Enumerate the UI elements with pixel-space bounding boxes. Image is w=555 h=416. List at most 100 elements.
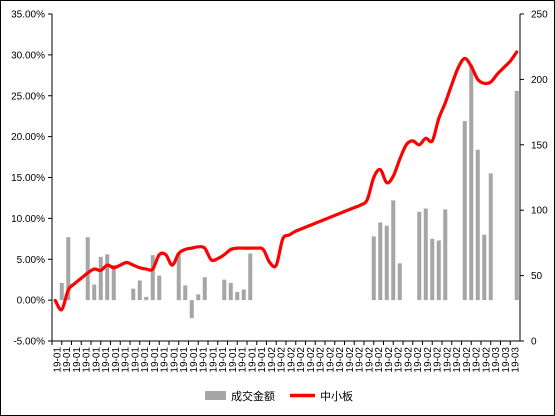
legend-label-smeboard: 中小板 bbox=[320, 389, 353, 403]
bar-59 bbox=[436, 240, 441, 301]
bar-53 bbox=[397, 263, 402, 301]
bar-8 bbox=[105, 254, 110, 301]
x-tick-label-11: 19-01 bbox=[160, 347, 171, 373]
x-tick-label-29: 19-02 bbox=[335, 347, 346, 373]
bar-57 bbox=[423, 208, 428, 301]
x-tick-label-7: 19-01 bbox=[121, 347, 132, 373]
bar-21 bbox=[189, 300, 194, 319]
right-tick-label-0: 0 bbox=[531, 337, 537, 348]
x-tick-label-14: 19-01 bbox=[189, 347, 200, 373]
x-tick-label-19: 19-01 bbox=[238, 347, 249, 373]
x-tick-label-4: 19-01 bbox=[91, 347, 102, 373]
bar-23 bbox=[202, 277, 207, 301]
x-tick-label-8: 19-01 bbox=[130, 347, 141, 373]
right-tick-label-5: 250 bbox=[531, 10, 548, 21]
x-tick-label-37: 19-02 bbox=[413, 347, 424, 373]
x-tick-label-34: 19-02 bbox=[384, 347, 395, 373]
bar-51 bbox=[384, 225, 389, 301]
bar-series-volume bbox=[59, 64, 519, 319]
x-tick-label-47: 19-03 bbox=[511, 347, 522, 373]
left-tick-label-8: 35.00% bbox=[11, 10, 45, 21]
x-tick-label-36: 19-02 bbox=[403, 347, 414, 373]
legend-swatch-volume bbox=[205, 391, 226, 400]
bar-14 bbox=[144, 296, 149, 301]
x-tick-label-22: 19-02 bbox=[267, 347, 278, 373]
x-tick-label-2: 19-01 bbox=[72, 347, 83, 373]
bar-50 bbox=[378, 222, 383, 301]
x-tick-label-10: 19-01 bbox=[150, 347, 161, 373]
left-tick-label-0: -5.00% bbox=[13, 337, 45, 348]
bar-7 bbox=[98, 256, 103, 301]
x-tick-label-13: 19-01 bbox=[179, 347, 190, 373]
bar-52 bbox=[391, 200, 396, 301]
x-tick-label-25: 19-02 bbox=[296, 347, 307, 373]
bar-19 bbox=[176, 252, 181, 301]
x-tick-label-6: 19-01 bbox=[111, 347, 122, 373]
x-tick-label-35: 19-02 bbox=[394, 347, 405, 373]
bar-28 bbox=[235, 291, 240, 301]
right-tick-label-4: 200 bbox=[531, 75, 548, 86]
left-tick-label-1: 0.00% bbox=[17, 296, 45, 307]
bar-6 bbox=[92, 284, 97, 301]
bar-9 bbox=[111, 264, 116, 301]
legend-label-volume: 成交金额 bbox=[231, 389, 275, 403]
bar-71 bbox=[514, 90, 519, 301]
x-tick-label-44: 19-02 bbox=[481, 347, 492, 373]
x-tick-label-9: 19-01 bbox=[140, 347, 151, 373]
bar-49 bbox=[371, 236, 376, 301]
right-tick-label-1: 50 bbox=[531, 271, 543, 282]
x-tick-label-12: 19-01 bbox=[169, 347, 180, 373]
x-tick-label-26: 19-02 bbox=[306, 347, 317, 373]
legend: 成交金额 中小板 bbox=[205, 389, 353, 403]
bar-65 bbox=[475, 149, 480, 301]
bar-20 bbox=[183, 285, 188, 301]
x-tick-label-1: 19-01 bbox=[62, 347, 73, 373]
bar-2 bbox=[66, 237, 71, 301]
line-path bbox=[53, 50, 519, 312]
x-tick-label-21: 19-01 bbox=[257, 347, 268, 373]
x-tick-label-42: 19-02 bbox=[462, 347, 473, 373]
axes: -5.00% 0.00% 5.00% 10.00% 15.00% 20.00% 25.00%… bbox=[11, 10, 548, 373]
bar-60 bbox=[443, 209, 448, 301]
bar-29 bbox=[241, 289, 246, 301]
x-tick-label-24: 19-02 bbox=[286, 347, 297, 373]
right-tick-label-2: 100 bbox=[531, 206, 548, 217]
bar-66 bbox=[482, 234, 487, 301]
x-tick-label-3: 19-01 bbox=[82, 347, 93, 373]
right-tick-label-3: 150 bbox=[531, 140, 548, 151]
bar-67 bbox=[488, 173, 493, 301]
bar-58 bbox=[430, 238, 435, 301]
x-tick-label-38: 19-02 bbox=[423, 347, 434, 373]
left-tick-label-6: 25.00% bbox=[11, 91, 45, 102]
bar-56 bbox=[417, 211, 422, 301]
x-tick-label-33: 19-02 bbox=[374, 347, 385, 373]
left-tick-label-5: 20.00% bbox=[11, 132, 45, 143]
x-tick-label-28: 19-02 bbox=[325, 347, 336, 373]
x-tick-label-31: 19-02 bbox=[355, 347, 366, 373]
x-tick-label-20: 19-01 bbox=[247, 347, 258, 373]
x-tick-label-45: 19-03 bbox=[491, 347, 502, 373]
x-tick-label-18: 19-01 bbox=[228, 347, 239, 373]
bar-22 bbox=[196, 294, 201, 301]
bar-27 bbox=[228, 282, 233, 301]
x-tick-label-30: 19-02 bbox=[345, 347, 356, 373]
x-tick-label-0: 19-01 bbox=[52, 347, 63, 373]
x-tick-label-16: 19-01 bbox=[208, 347, 219, 373]
bar-64 bbox=[469, 64, 474, 301]
x-tick-label-41: 19-02 bbox=[452, 347, 463, 373]
bar-15 bbox=[150, 255, 155, 301]
x-tick-label-46: 19-03 bbox=[501, 347, 512, 373]
bar-13 bbox=[137, 280, 142, 301]
bar-30 bbox=[248, 253, 253, 301]
bar-26 bbox=[222, 279, 227, 301]
x-tick-label-27: 19-02 bbox=[316, 347, 327, 373]
line-series-smeboard bbox=[53, 50, 519, 312]
x-tick-label-43: 19-02 bbox=[472, 347, 483, 373]
left-tick-label-4: 15.00% bbox=[11, 173, 45, 184]
x-tick-label-40: 19-02 bbox=[442, 347, 453, 373]
x-tick-label-5: 19-01 bbox=[101, 347, 112, 373]
x-tick-label-15: 19-01 bbox=[199, 347, 210, 373]
left-tick-label-2: 5.00% bbox=[17, 255, 45, 266]
